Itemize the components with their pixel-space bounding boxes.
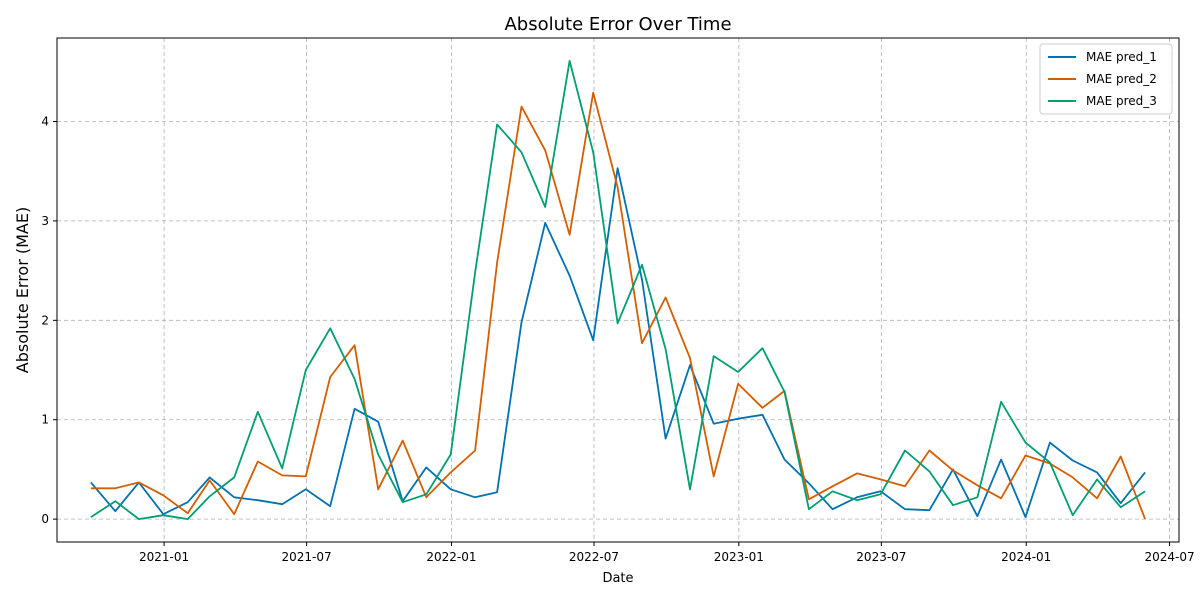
chart-title: Absolute Error Over Time [504,14,731,35]
x-tick-label: 2021-07 [282,550,332,564]
x-axis-ticks: 2021-01 2021-07 2022-01 2022-07 2023-01 2023-… [139,542,1195,564]
x-axis-label: Date [602,571,633,586]
x-tick-label: 2023-01 [714,550,764,564]
y-tick-label: 2 [41,313,49,327]
y-tick-label: 1 [41,413,49,427]
x-tick-label: 2021-01 [139,550,189,564]
legend-box [1039,43,1173,115]
legend: MAE pred_1 MAE pred_2 MAE pred_3 [1039,43,1173,115]
series-line-pred-2 [90,91,1146,520]
legend-label: MAE pred_2 [1086,72,1157,86]
series-lines [90,60,1146,520]
x-tick-label: 2023-07 [856,550,906,564]
x-tick-label: 2024-01 [1001,550,1051,564]
y-tick-label: 4 [41,115,49,129]
plot-frame [56,37,1180,543]
grid [57,38,1179,542]
legend-label: MAE pred_1 [1086,50,1157,64]
y-axis-label: Absolute Error (MAE) [13,207,32,373]
y-axis-ticks: 0 1 2 3 4 [41,115,57,526]
legend-label: MAE pred_3 [1086,94,1157,108]
series-line-pred-3 [90,60,1146,520]
x-tick-label: 2022-07 [569,550,619,564]
y-tick-label: 3 [41,214,49,228]
x-tick-label: 2024-07 [1144,550,1194,564]
x-tick-label: 2022-01 [426,550,476,564]
y-tick-label: 0 [41,512,49,526]
